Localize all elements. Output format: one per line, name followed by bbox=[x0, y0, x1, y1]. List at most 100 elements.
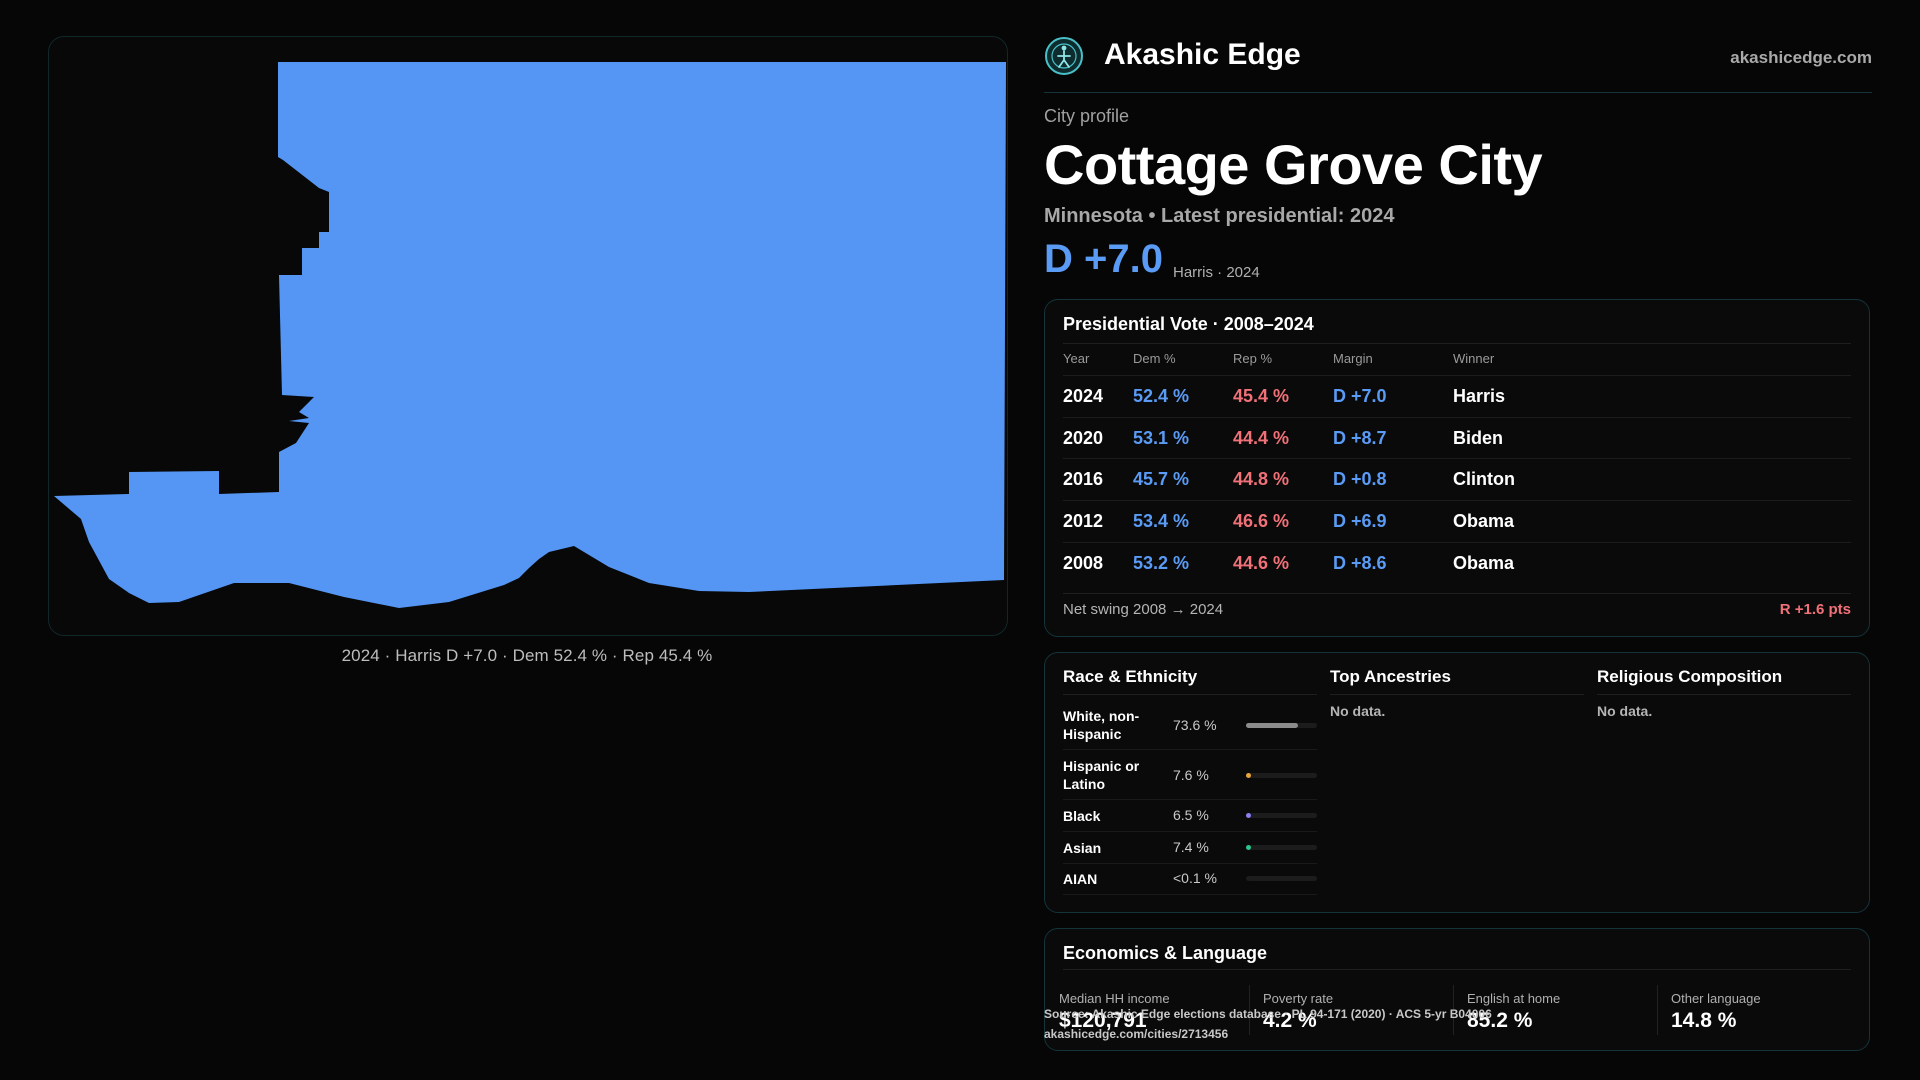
column-header-margin: Margin bbox=[1333, 351, 1373, 366]
net-swing-label: Net swing 2008 → 2024 bbox=[1063, 601, 1224, 618]
row-rep-pct: 44.6 % bbox=[1233, 553, 1290, 573]
table-row: 2008 53.2 % 44.6 % D +8.6 Obama bbox=[1063, 542, 1851, 585]
row-rep-pct: 44.8 % bbox=[1233, 469, 1290, 489]
header: Akashic Edge akashicedge.com bbox=[1044, 30, 1872, 93]
race-row: White, non-Hispanic 73.6 % bbox=[1063, 703, 1317, 750]
race-bar-track bbox=[1246, 813, 1317, 818]
row-year: 2012 bbox=[1063, 511, 1104, 531]
race-pct: 6.5 % bbox=[1173, 807, 1209, 823]
race-row: Black 6.5 % bbox=[1063, 803, 1317, 832]
column-header-year: Year bbox=[1063, 351, 1090, 366]
race-bar-fill bbox=[1246, 845, 1251, 850]
stat-english-at-home: English at home 85.2 % bbox=[1453, 985, 1653, 1041]
race-row: Hispanic or Latino 7.6 % bbox=[1063, 753, 1317, 800]
presidential-vote-card: Presidential Vote · 2008–2024 Year Dem %… bbox=[1044, 299, 1870, 637]
row-margin: D +8.6 bbox=[1333, 553, 1387, 573]
stat-value: 14.8 % bbox=[1671, 1009, 1737, 1032]
net-swing-value: R +1.6 pts bbox=[1779, 601, 1851, 618]
race-section-title: Race & Ethnicity bbox=[1063, 667, 1198, 686]
brand-name[interactable]: Akashic Edge bbox=[1104, 38, 1301, 71]
divider bbox=[1657, 985, 1658, 1035]
race-row: Asian 7.4 % bbox=[1063, 835, 1317, 864]
row-margin: D +7.0 bbox=[1333, 386, 1387, 406]
stat-label: Poverty rate bbox=[1263, 991, 1334, 1006]
source-url[interactable]: akashicedge.com/cities/2713456 bbox=[1044, 1027, 1229, 1041]
race-bar-fill bbox=[1246, 773, 1251, 778]
source-text: Source: Akashic Edge elections database … bbox=[1044, 1007, 1492, 1021]
site-link[interactable]: akashicedge.com bbox=[1730, 48, 1872, 67]
race-bar-track bbox=[1246, 773, 1317, 778]
race-bar-fill bbox=[1246, 723, 1298, 728]
stat-label: Median HH income bbox=[1059, 991, 1170, 1006]
demographics-card: Race & Ethnicity White, non-Hispanic 73.… bbox=[1044, 652, 1870, 913]
race-label: AIAN bbox=[1063, 871, 1098, 887]
row-dem-pct: 53.1 % bbox=[1133, 428, 1190, 448]
race-bar-fill bbox=[1246, 813, 1251, 818]
economics-card: Economics & Language Median HH income $1… bbox=[1044, 928, 1870, 1051]
divider bbox=[1063, 593, 1851, 594]
race-label: Hispanic or Latino bbox=[1063, 758, 1140, 792]
row-dem-pct: 53.2 % bbox=[1133, 553, 1190, 573]
race-pct: <0.1 % bbox=[1173, 870, 1217, 886]
row-winner: Obama bbox=[1453, 553, 1515, 573]
divider bbox=[1453, 985, 1454, 1035]
race-bar-track bbox=[1246, 845, 1317, 850]
table-row: 2020 53.1 % 44.4 % D +8.7 Biden bbox=[1063, 417, 1851, 460]
divider bbox=[1249, 985, 1250, 1035]
stat-poverty-rate: Poverty rate 4.2 % bbox=[1249, 985, 1449, 1041]
stat-value: 4.2 % bbox=[1263, 1009, 1317, 1032]
race-pct: 73.6 % bbox=[1173, 717, 1217, 733]
column-header-winner: Winner bbox=[1453, 351, 1495, 366]
card-title: Presidential Vote · 2008–2024 bbox=[1063, 314, 1314, 334]
source-footer: Source: Akashic Edge elections database … bbox=[1044, 1004, 1492, 1044]
race-label: Black bbox=[1063, 808, 1101, 824]
row-year: 2016 bbox=[1063, 469, 1104, 489]
divider bbox=[1063, 969, 1851, 970]
divider bbox=[1597, 694, 1851, 695]
city-map-panel bbox=[48, 36, 1008, 636]
latest-margin-note: Harris · 2024 bbox=[1173, 264, 1260, 281]
race-bar-track bbox=[1246, 876, 1317, 881]
divider bbox=[1330, 694, 1584, 695]
race-bar-track bbox=[1246, 723, 1317, 728]
map-caption: 2024 · Harris D +7.0 · Dem 52.4 % · Rep … bbox=[341, 646, 713, 665]
stat-value: $120,791 bbox=[1059, 1009, 1147, 1032]
table-row: 2024 52.4 % 45.4 % D +7.0 Harris bbox=[1063, 375, 1851, 418]
page-eyebrow: City profile bbox=[1044, 106, 1130, 126]
row-year: 2020 bbox=[1063, 428, 1104, 448]
column-header-dem: Dem % bbox=[1133, 351, 1176, 366]
row-rep-pct: 45.4 % bbox=[1233, 386, 1290, 406]
row-winner: Obama bbox=[1453, 511, 1515, 531]
row-year: 2008 bbox=[1063, 553, 1104, 573]
row-margin: D +8.7 bbox=[1333, 428, 1387, 448]
city-boundary-map bbox=[54, 62, 1006, 608]
ancestries-empty: No data. bbox=[1330, 703, 1386, 719]
row-dem-pct: 52.4 % bbox=[1133, 386, 1190, 406]
row-dem-pct: 53.4 % bbox=[1133, 511, 1190, 531]
stat-label: English at home bbox=[1467, 991, 1561, 1006]
divider bbox=[1063, 343, 1851, 344]
row-rep-pct: 44.4 % bbox=[1233, 428, 1290, 448]
stat-label: Other language bbox=[1671, 991, 1761, 1006]
row-margin: D +0.8 bbox=[1333, 469, 1387, 489]
row-winner: Harris bbox=[1453, 386, 1506, 406]
race-label: White, non-Hispanic bbox=[1063, 708, 1140, 742]
row-dem-pct: 45.7 % bbox=[1133, 469, 1190, 489]
page-subtitle: Minnesota • Latest presidential: 2024 bbox=[1044, 205, 1395, 227]
ancestries-section-title: Top Ancestries bbox=[1330, 667, 1451, 686]
column-header-rep: Rep % bbox=[1233, 351, 1273, 366]
row-year: 2024 bbox=[1063, 386, 1104, 406]
row-winner: Clinton bbox=[1453, 469, 1515, 489]
row-winner: Biden bbox=[1453, 428, 1504, 448]
row-margin: D +6.9 bbox=[1333, 511, 1387, 531]
stat-other-language: Other language 14.8 % bbox=[1657, 985, 1857, 1041]
table-row: 2016 45.7 % 44.8 % D +0.8 Clinton bbox=[1063, 458, 1851, 501]
religion-empty: No data. bbox=[1597, 703, 1653, 719]
race-row: AIAN <0.1 % bbox=[1063, 866, 1317, 895]
card-title: Economics & Language bbox=[1063, 943, 1268, 963]
religion-section-title: Religious Composition bbox=[1597, 667, 1783, 686]
city-boundary-shape bbox=[54, 62, 1006, 608]
table-row: 2012 53.4 % 46.6 % D +6.9 Obama bbox=[1063, 500, 1851, 543]
compass-figure-icon[interactable] bbox=[1044, 36, 1084, 76]
race-pct: 7.4 % bbox=[1173, 839, 1209, 855]
